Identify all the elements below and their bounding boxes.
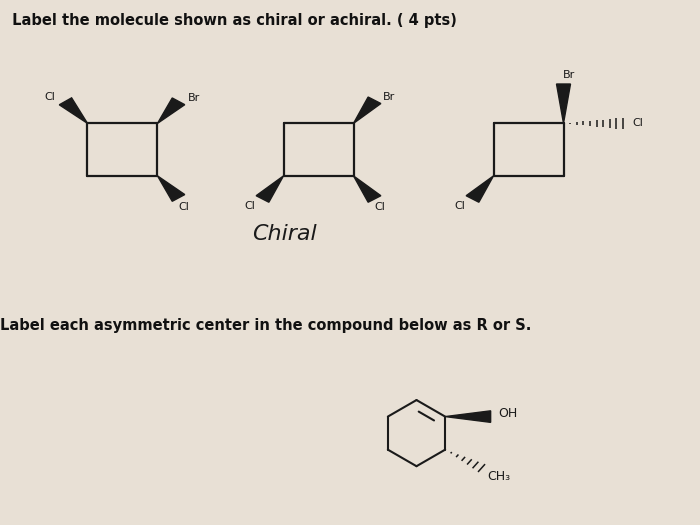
Text: CH₃: CH₃ bbox=[486, 470, 510, 483]
Text: Cl: Cl bbox=[454, 201, 466, 212]
Text: Cl: Cl bbox=[178, 202, 190, 213]
Text: Br: Br bbox=[563, 70, 575, 80]
Text: Cl: Cl bbox=[244, 201, 256, 212]
Polygon shape bbox=[354, 97, 381, 123]
Text: Chiral: Chiral bbox=[252, 224, 316, 244]
Polygon shape bbox=[445, 411, 491, 422]
Polygon shape bbox=[466, 176, 494, 202]
Text: Cl: Cl bbox=[45, 92, 55, 102]
Polygon shape bbox=[556, 84, 570, 123]
Text: Cl: Cl bbox=[374, 202, 386, 213]
Text: Label each asymmetric center in the compound below as R or S.: Label each asymmetric center in the comp… bbox=[0, 318, 531, 333]
Polygon shape bbox=[354, 176, 381, 202]
Polygon shape bbox=[60, 98, 88, 123]
Text: Label the molecule shown as chiral or achiral. ( 4 pts): Label the molecule shown as chiral or ac… bbox=[7, 13, 457, 28]
Text: Br: Br bbox=[188, 93, 200, 103]
Text: OH: OH bbox=[498, 407, 518, 421]
Polygon shape bbox=[256, 176, 284, 202]
Polygon shape bbox=[158, 176, 185, 201]
Polygon shape bbox=[158, 98, 185, 123]
Text: Cl: Cl bbox=[632, 118, 643, 128]
Text: Br: Br bbox=[383, 92, 395, 102]
